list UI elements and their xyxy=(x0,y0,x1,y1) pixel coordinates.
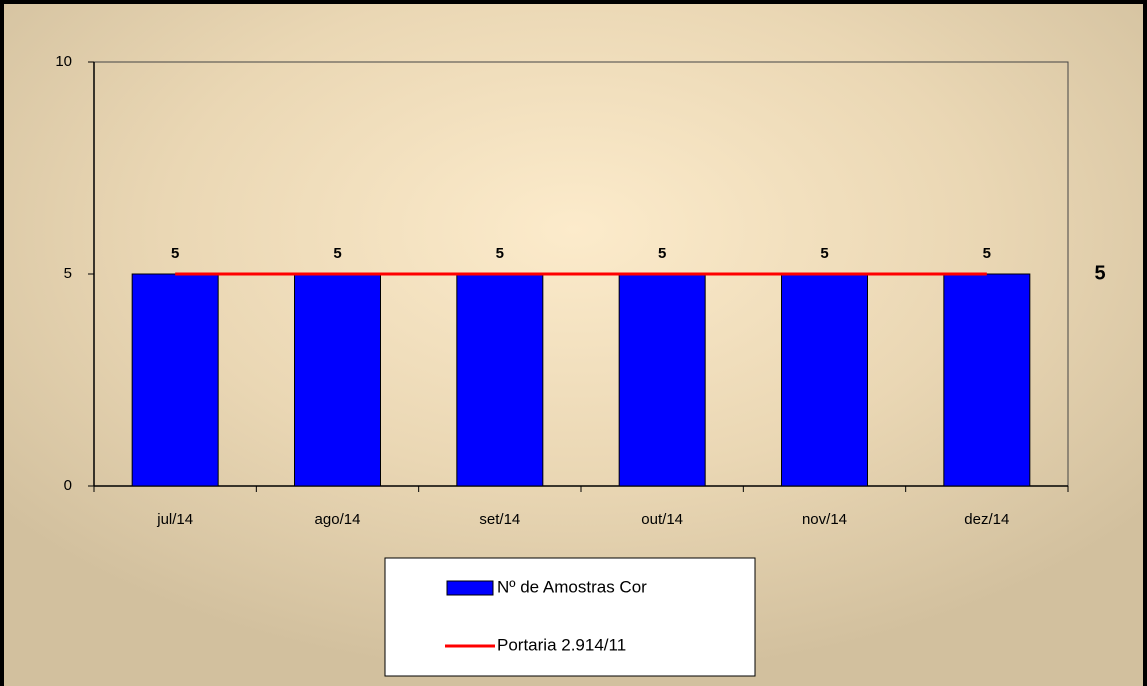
x-tick-label: dez/14 xyxy=(964,511,1009,528)
bar-value-label: 5 xyxy=(171,245,179,262)
legend-swatch xyxy=(446,580,494,596)
bar-value-label: 5 xyxy=(658,245,666,262)
bar-value-label: 5 xyxy=(820,245,828,262)
bar xyxy=(618,273,706,487)
x-tick-label: nov/14 xyxy=(802,511,847,528)
bar xyxy=(456,273,544,487)
legend-box xyxy=(384,557,756,677)
bar xyxy=(943,273,1031,487)
legend-label: Portaria 2.914/11 xyxy=(497,635,626,654)
bar xyxy=(294,273,381,487)
bar xyxy=(131,273,219,487)
legend-label: Nº de Amostras Cor xyxy=(497,577,647,596)
line-value-label: 5 xyxy=(1094,262,1105,284)
bar-value-label: 5 xyxy=(496,245,504,262)
x-tick-label: ago/14 xyxy=(315,511,361,528)
bar-value-label: 5 xyxy=(333,245,341,262)
x-tick-label: out/14 xyxy=(641,511,683,528)
bar xyxy=(781,273,868,487)
y-tick-label: 5 xyxy=(64,265,72,282)
y-tick-label: 10 xyxy=(55,53,72,70)
x-tick-label: jul/14 xyxy=(156,511,193,528)
y-tick-label: 0 xyxy=(64,477,72,494)
x-tick-label: set/14 xyxy=(479,511,520,528)
bar-value-label: 5 xyxy=(983,245,991,262)
